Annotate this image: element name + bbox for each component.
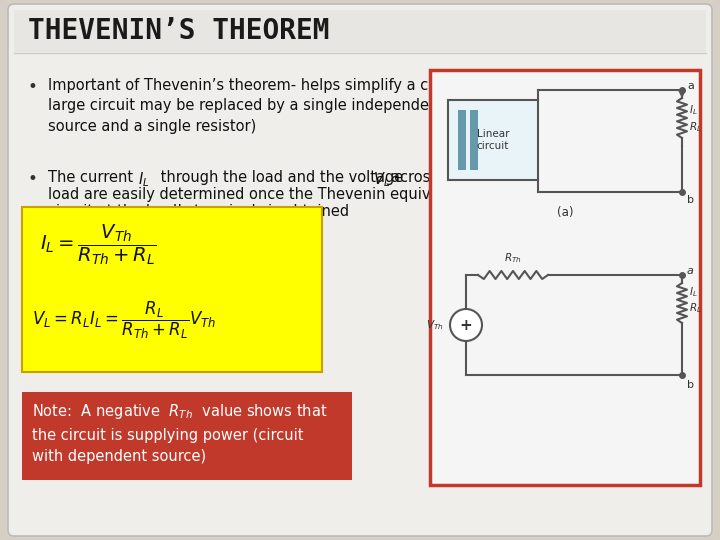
Text: THEVENIN’S THEOREM: THEVENIN’S THEOREM [28, 17, 330, 45]
Text: $\mathit{V}_{\mathit{L}}$: $\mathit{V}_{\mathit{L}}$ [373, 170, 390, 188]
Text: $\mathit{I}_L$: $\mathit{I}_L$ [689, 103, 698, 117]
Text: through the load and the voltage: through the load and the voltage [156, 170, 408, 185]
Text: Important of Thevenin’s theorem- helps simplify a circuit (a
large circuit may b: Important of Thevenin’s theorem- helps s… [48, 78, 503, 134]
Text: a: a [687, 266, 694, 276]
Text: •: • [28, 170, 38, 188]
Text: $R_L$: $R_L$ [689, 301, 702, 315]
Text: $V_L = R_L I_L = \dfrac{R_L}{R_{Th} + R_L} V_{Th}$: $V_L = R_L I_L = \dfrac{R_L}{R_{Th} + R_… [32, 300, 216, 341]
Text: Linear
circuit: Linear circuit [477, 129, 509, 151]
Text: $R_{Th}$: $R_{Th}$ [504, 251, 522, 265]
Bar [458, 110, 466, 170]
Text: +: + [459, 318, 472, 333]
Bar [470, 110, 478, 170]
FancyBboxPatch shape [8, 4, 712, 536]
Text: •: • [28, 78, 38, 96]
Circle shape [450, 309, 482, 341]
Text: $V_{Th}$: $V_{Th}$ [426, 318, 444, 332]
Bar [448, 100, 538, 180]
Text: load are easily determined once the Thevenin equivalent of the: load are easily determined once the Thev… [48, 187, 515, 202]
Text: a: a [687, 81, 694, 91]
Text: $R_L$: $R_L$ [689, 120, 702, 134]
Text: b: b [687, 195, 694, 205]
Text: The current: The current [48, 170, 138, 185]
Text: circuit at the load’s terminals is obtained: circuit at the load’s terminals is obtai… [48, 204, 349, 219]
Text: across the: across the [391, 170, 467, 185]
Text: $\mathit{I}_L$: $\mathit{I}_L$ [689, 285, 698, 299]
Text: $I_L = \dfrac{V_{Th}}{R_{Th} + R_L}$: $I_L = \dfrac{V_{Th}}{R_{Th} + R_L}$ [40, 222, 156, 267]
Text: Note:  A negative  $\mathit{R}_{Th}$  value shows that
the circuit is supplying : Note: A negative $\mathit{R}_{Th}$ value… [32, 402, 328, 464]
Text: b: b [687, 380, 694, 390]
Bar [430, 70, 700, 485]
Bar [22, 207, 322, 372]
Text: $\mathit{I}_{\mathit{L}}$: $\mathit{I}_{\mathit{L}}$ [138, 170, 150, 188]
Bar [22, 392, 352, 480]
Bar [14, 10, 706, 52]
Text: (a): (a) [557, 206, 573, 219]
